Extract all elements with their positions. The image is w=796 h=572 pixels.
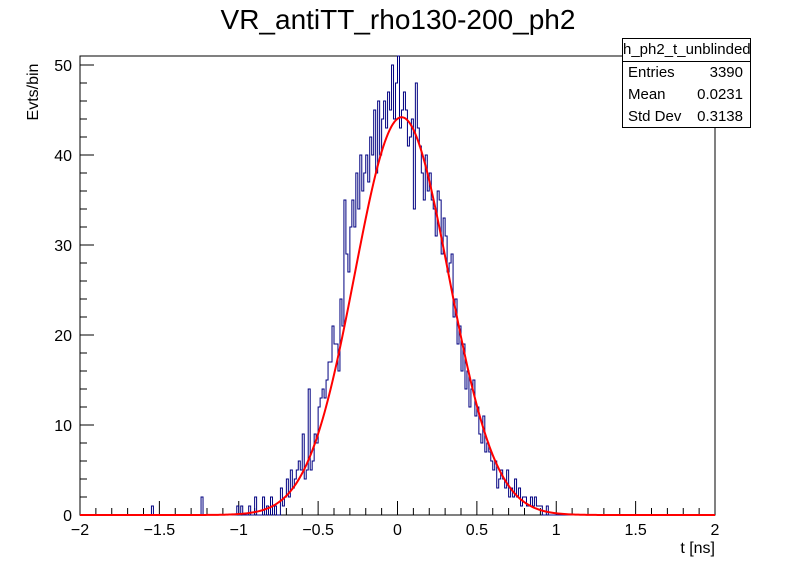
x-tick-label: 2 [711,522,720,539]
x-tick-label: −0.5 [302,522,334,539]
y-tick-label: 40 [54,148,72,165]
y-tick-label: 30 [54,238,72,255]
stats-box: h_ph2_t_unblinded Entries 3390 Mean 0.02… [622,38,751,128]
stats-label: Std Dev [628,108,682,125]
chart-title: VR_antiTT_rho130-200_ph2 [220,4,576,35]
y-tick-label: 20 [54,328,72,345]
stats-value: 3390 [709,64,743,81]
y-tick-label: 0 [63,508,72,525]
plot-frame [79,55,716,516]
x-tick-label: 0 [393,522,402,539]
x-tick-label: 1 [552,522,561,539]
stats-row-entries: Entries 3390 [623,62,750,84]
stats-box-title: h_ph2_t_unblinded [623,39,751,62]
stats-value: 0.3138 [697,108,743,125]
x-tick-label: −1.5 [144,522,176,539]
x-tick-label: −2 [71,522,89,539]
stats-label: Mean [628,86,666,103]
x-tick-label: −1 [230,522,248,539]
y-axis-label: Evts/bin [25,64,42,121]
y-axis: 0 10 20 30 40 50 [54,58,94,525]
y-tick-label: 50 [54,58,72,75]
y-tick-label: 10 [54,418,72,435]
stats-row-std-dev: Std Dev 0.3138 [623,106,750,128]
x-tick-label: 0.5 [466,522,488,539]
x-axis-label: t [ns] [680,540,715,557]
stats-value: 0.0231 [697,86,743,103]
gaussian-fit-curve [80,116,715,516]
x-axis: −2 −1.5 −1 −0.5 0 0.5 1 1.5 2 [71,501,720,539]
stats-row-mean: Mean 0.0231 [623,84,750,106]
histogram-series [80,55,715,516]
stats-label: Entries [628,64,675,81]
x-tick-label: 1.5 [625,522,647,539]
